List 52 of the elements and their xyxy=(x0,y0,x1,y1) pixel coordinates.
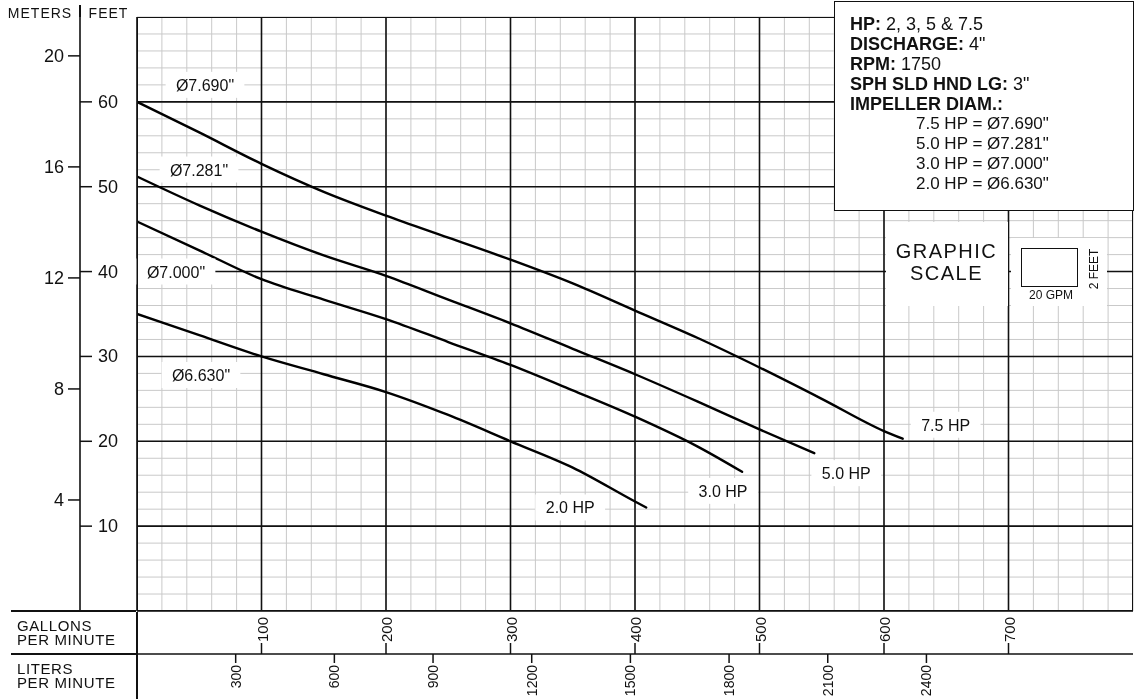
x2-tick-label: 600 xyxy=(326,664,343,689)
y2-tick-label: 8 xyxy=(53,378,64,399)
annotation: 20 GPM xyxy=(1028,288,1073,302)
x-tick-label: 500 xyxy=(751,617,768,643)
x-tick-label: 400 xyxy=(626,617,644,643)
annotation: Ø7.281" xyxy=(169,161,229,179)
series-label: 3.0 HP xyxy=(698,482,748,500)
series-label: 7.5 HP xyxy=(921,416,971,434)
x2-tick-label: 2100 xyxy=(819,664,836,697)
y-tick-label: 50 xyxy=(97,176,119,197)
x-tick-label: 700 xyxy=(1000,617,1017,643)
y2-tick-label: 4 xyxy=(53,489,64,510)
annotation: Ø7.000" xyxy=(146,263,206,281)
y-tick-label: 10 xyxy=(97,516,119,537)
annotation: RPM: 1750 xyxy=(850,54,942,74)
annotation: DISCHARGE: 4" xyxy=(850,34,986,54)
x2-tick-label: 300 xyxy=(227,664,244,689)
x-tick-label: 600 xyxy=(875,617,893,643)
x2-axis-title: LITERS PER MINUTE xyxy=(17,660,116,691)
annotation: SPH SLD HND LG: 3" xyxy=(850,74,1030,94)
x2-tick-label: 900 xyxy=(425,664,442,689)
line-series xyxy=(137,220,744,474)
y-tick-label: 20 xyxy=(97,431,119,452)
y2-tick-label: 16 xyxy=(43,156,64,177)
y2-axis-title: METERS xyxy=(7,5,73,21)
y-tick-label: 40 xyxy=(97,261,119,282)
y2-tick-label: 20 xyxy=(43,45,64,66)
x-tick-label: 200 xyxy=(377,617,395,643)
annotation: Ø7.690" xyxy=(175,76,235,94)
line-series xyxy=(137,175,816,455)
annotation: IMPELLER DIAM.: xyxy=(850,94,1003,114)
annotation: HP: 2, 3, 5 & 7.5 xyxy=(850,14,984,34)
x2-tick-label: 1200 xyxy=(523,664,540,697)
annotation: Ø6.630" xyxy=(171,366,231,384)
annotation: 3.0 HP = Ø7.000" xyxy=(916,154,1049,173)
y2-tick-label: 12 xyxy=(43,267,64,288)
y-tick-label: 30 xyxy=(97,346,119,367)
x-tick-label: 300 xyxy=(502,617,519,643)
annotation: 2 FEET xyxy=(1086,248,1101,289)
x2-tick-label: 2400 xyxy=(918,664,935,697)
x-tick-label: 100 xyxy=(253,617,270,643)
x2-tick-label: 1500 xyxy=(622,664,639,697)
annotation: 7.5 HP = Ø7.690" xyxy=(916,114,1049,133)
annotation: 2.0 HP = Ø6.630" xyxy=(916,174,1049,193)
series-label: 2.0 HP xyxy=(545,498,595,516)
annotation: 5.0 HP = Ø7.281" xyxy=(916,134,1049,153)
y-axis-title: FEET xyxy=(88,5,129,21)
series-label: 5.0 HP xyxy=(821,464,871,482)
y-tick-label: 60 xyxy=(97,91,119,112)
x-axis-title: GALLONS PER MINUTE xyxy=(17,617,116,648)
x2-tick-label: 1800 xyxy=(721,664,738,697)
annotation: GRAPHIC SCALE xyxy=(895,240,998,284)
